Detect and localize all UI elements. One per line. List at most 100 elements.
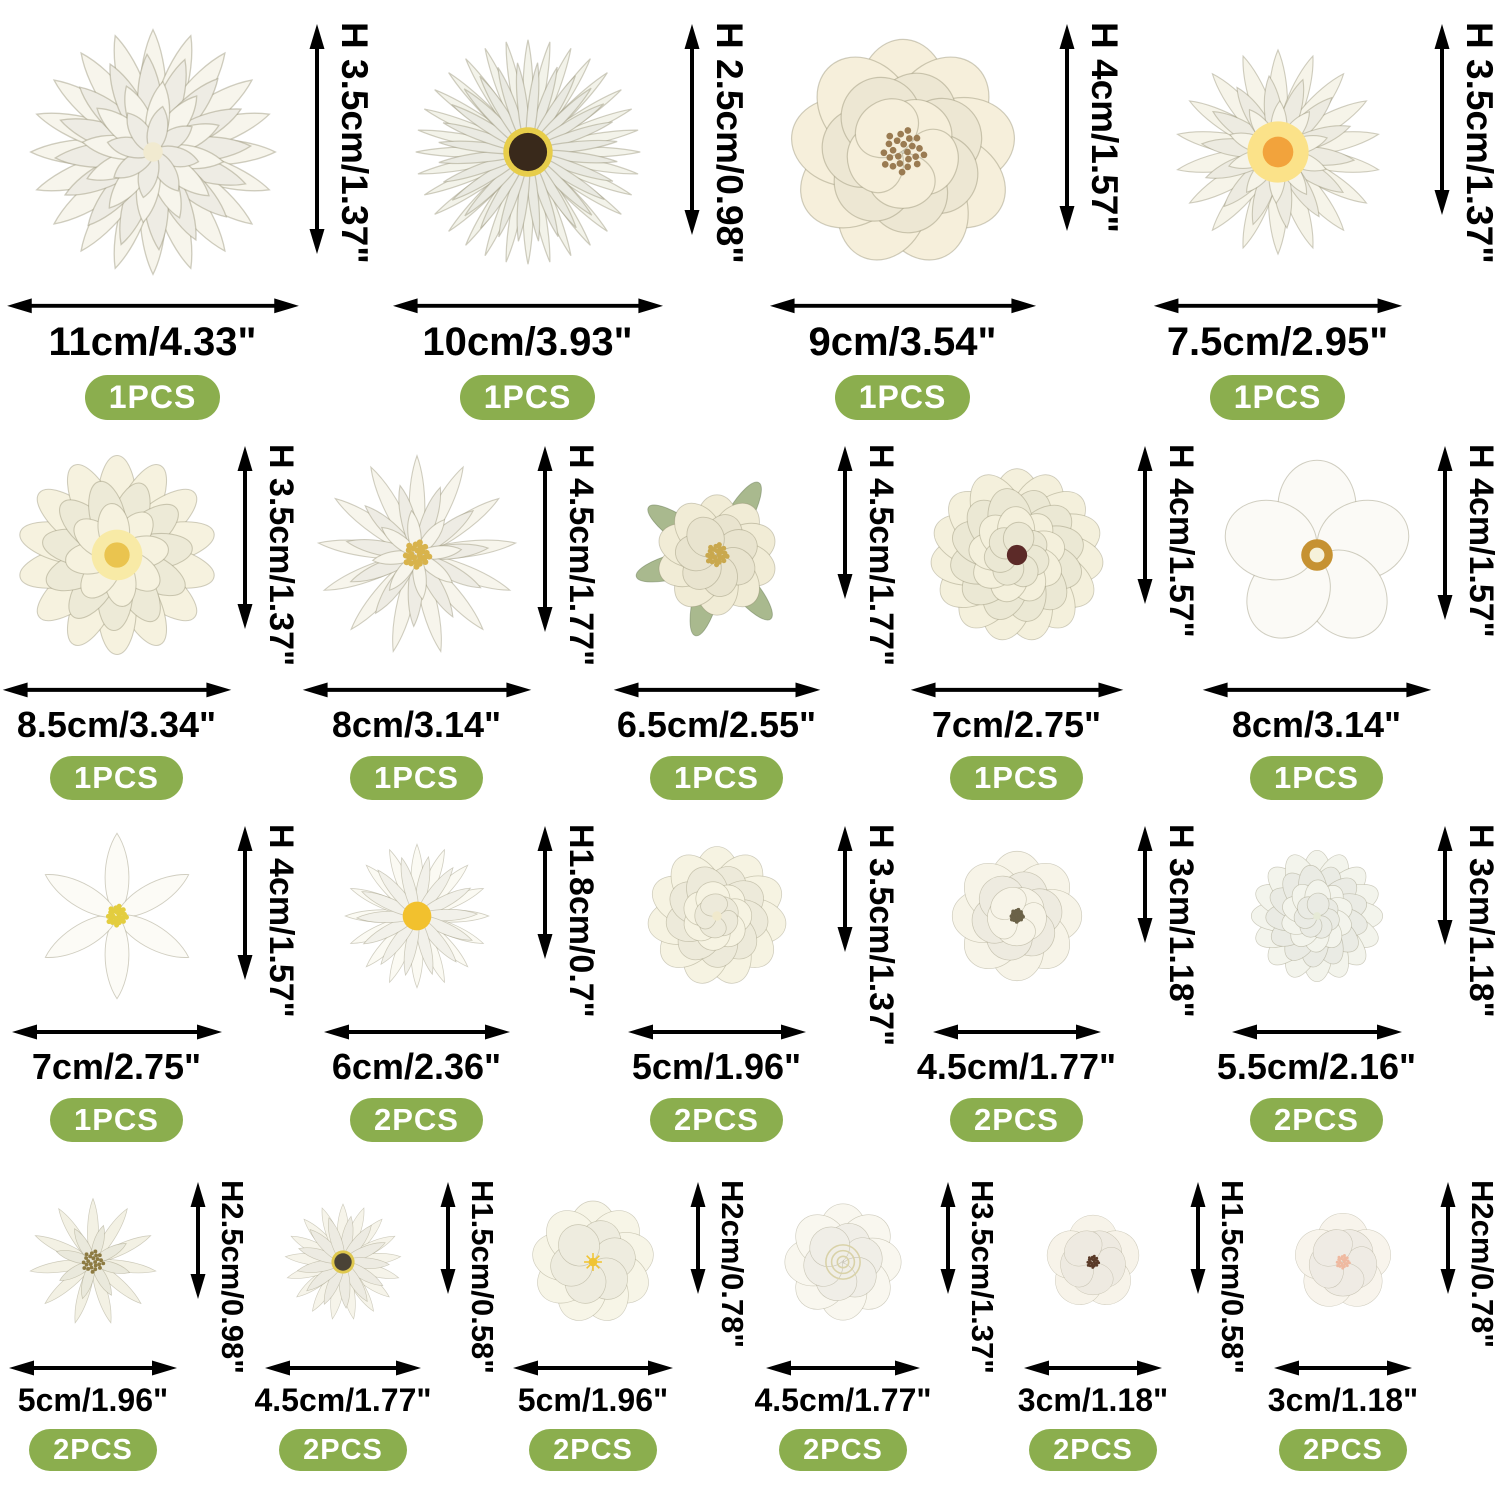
width-label: 6cm/2.36" (331, 1046, 502, 1087)
width-arrow (910, 682, 1123, 698)
width-arrow (1274, 1360, 1412, 1376)
width-label: 11cm/4.33" (48, 319, 257, 364)
flower-photo-box (280, 1170, 406, 1354)
quantity-badge: 1PCS (650, 756, 783, 800)
height-arrow (1437, 826, 1453, 945)
flower-photo-box (1291, 1170, 1395, 1354)
height-arrow (690, 1182, 706, 1294)
height-arrow (837, 446, 853, 599)
flower-row-1: 11cm/4.33" 1PCS H 3.5cm/1.37" 10cm/3.93" 1PC… (0, 0, 1500, 420)
flower-cell-daisy-dark-center: 4.5cm/1.77" 2PCS H1.5cm/0.58" (250, 1160, 500, 1500)
height-arrow (1440, 1182, 1456, 1294)
flower-image-spiky-dahlia (316, 454, 517, 654)
height-label: H1.8cm/0.7" (562, 824, 600, 1018)
quantity-badge: 1PCS (50, 1098, 183, 1142)
flower-photo-box (948, 814, 1086, 1018)
width-arrow (302, 682, 531, 698)
flower-photo-box (1043, 1170, 1143, 1354)
flower-image-dahlia (28, 28, 277, 276)
height-label: H 4cm/1.57" (1462, 444, 1500, 638)
width-label: 8cm/3.14" (331, 704, 502, 746)
quantity-badge: 2PCS (279, 1429, 407, 1471)
quantity-badge: 1PCS (50, 756, 183, 800)
flower-row-4: 5cm/1.96" 2PCS H2.5cm/0.98" 4.5cm/1.77" 2PCS… (0, 1160, 1500, 1500)
width-arrow (6, 298, 299, 314)
height-arrow (837, 826, 853, 952)
flower-image-cherry-blossom-brown-center (1046, 1214, 1140, 1305)
flower-cell-plum-blossom: 5cm/1.96" 2PCS H2cm/0.78" (500, 1160, 750, 1500)
flower-row-2: 8.5cm/3.34" 1PCS H 3.5cm/1.37" 8cm/3.14" 1PC… (0, 420, 1500, 800)
flower-photo-box (528, 1170, 658, 1354)
height-label: H 3.5cm/1.37" (262, 444, 300, 667)
width-label: 5cm/1.96" (17, 1382, 169, 1418)
flower-image-lily (44, 832, 189, 1000)
width-label: 8.5cm/3.34" (16, 704, 217, 746)
width-label: 7cm/2.75" (931, 704, 1102, 746)
width-arrow (392, 298, 663, 314)
flower-photo-box (406, 12, 650, 292)
quantity-badge: 2PCS (350, 1098, 483, 1142)
quantity-badge: 2PCS (529, 1429, 657, 1471)
width-arrow (766, 1360, 920, 1376)
flower-row-3: 7cm/2.75" 1PCS H 4cm/1.57" 6cm/2.36" 2PCS H1.… (0, 800, 1500, 1160)
width-arrow (265, 1360, 421, 1376)
flower-cell-dahlia: 11cm/4.33" 1PCS H 3.5cm/1.37" (0, 0, 375, 420)
width-label: 10cm/3.93" (422, 319, 633, 364)
flower-cell-dahlia-cream: 8.5cm/3.34" 1PCS H 3.5cm/1.37" (0, 420, 300, 800)
width-arrow (769, 298, 1036, 314)
flower-photo-box (1167, 12, 1389, 292)
height-label: H 4cm/1.57" (1084, 22, 1125, 233)
flower-cell-rose: 4.5cm/1.77" 2PCS H3.5cm/1.37" (750, 1160, 1000, 1500)
flower-photo-box (925, 434, 1109, 676)
flower-cell-peony: 9cm/3.54" 1PCS H 4cm/1.57" (750, 0, 1125, 420)
width-arrow (627, 1024, 806, 1040)
flower-cell-daisy: 6cm/2.36" 2PCS H1.8cm/0.7" (300, 800, 600, 1160)
flower-image-plum-blossom (532, 1200, 654, 1321)
width-arrow (613, 682, 820, 698)
width-arrow (11, 1024, 222, 1040)
quantity-badge: 1PCS (950, 756, 1083, 800)
quantity-badge: 2PCS (1250, 1098, 1383, 1142)
flower-image-dahlia-cream (18, 455, 215, 656)
height-label: H 3cm/1.18" (1462, 824, 1500, 1018)
height-arrow (1137, 826, 1153, 943)
flower-image-carnation (647, 846, 786, 984)
flower-cell-cherry-blossom-pink-center: 3cm/1.18" 2PCS H2cm/0.78" (1250, 1160, 1500, 1500)
width-arrow (1024, 1360, 1162, 1376)
flower-cell-cherry-blossom-brown-center: 3cm/1.18" 2PCS H1.5cm/0.58" (1000, 1160, 1250, 1500)
quantity-badge: 2PCS (1029, 1429, 1157, 1471)
height-label: H 4cm/1.57" (262, 824, 300, 1018)
height-label: H 3cm/1.18" (1162, 824, 1200, 1018)
quantity-badge: 2PCS (950, 1098, 1083, 1142)
height-arrow (1437, 446, 1453, 620)
width-label: 4.5cm/1.77" (916, 1046, 1117, 1087)
width-arrow (1231, 1024, 1402, 1040)
flower-image-carnation-pompom (1250, 849, 1383, 983)
width-label: 5.5cm/2.16" (1216, 1046, 1417, 1087)
flower-image-mini-rose (951, 850, 1082, 982)
flower-cell-carnation-pompom: 5.5cm/2.16" 2PCS H 3cm/1.18" (1200, 800, 1500, 1160)
width-arrow (1202, 682, 1431, 698)
flower-image-edelweiss-daisy (29, 1197, 157, 1324)
height-arrow (309, 24, 325, 254)
quantity-badge: 1PCS (1250, 756, 1383, 800)
height-label: H 4.5cm/1.77" (562, 444, 600, 667)
quantity-badge: 2PCS (29, 1429, 157, 1471)
flower-photo-box (24, 1170, 162, 1354)
flower-cell-gerbera-daisy: 10cm/3.93" 1PCS H 2.5cm/0.98" (375, 0, 750, 420)
height-arrow (684, 24, 700, 235)
width-arrow (9, 1360, 177, 1376)
height-label: H2cm/0.78" (1465, 1180, 1500, 1349)
height-arrow (237, 446, 253, 629)
width-label: 7.5cm/2.95" (1166, 319, 1389, 364)
flower-cell-lily: 7cm/2.75" 1PCS H 4cm/1.57" (0, 800, 300, 1160)
height-arrow (940, 1182, 956, 1294)
height-arrow (537, 826, 553, 959)
flower-image-dahlia-yellow-center (1175, 48, 1380, 256)
flower-image-daisy (343, 843, 490, 989)
flower-cell-mini-rose: 4.5cm/1.77" 2PCS H 3cm/1.18" (900, 800, 1200, 1160)
height-label: H 3.5cm/1.37" (334, 22, 375, 264)
flower-photo-box (20, 12, 286, 292)
flower-photo-box (1216, 434, 1418, 676)
flower-photo-box (781, 1170, 905, 1354)
